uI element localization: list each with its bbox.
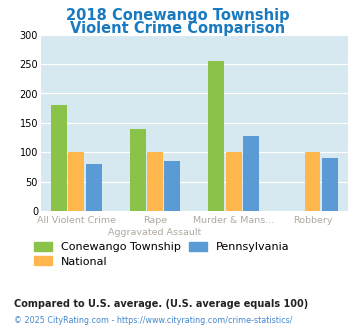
Bar: [51, 105, 67, 211]
Bar: [86, 164, 102, 211]
Bar: [305, 152, 321, 211]
Legend: Conewango Township, National, Pennsylvania: Conewango Township, National, Pennsylvan…: [34, 242, 290, 267]
Text: © 2025 CityRating.com - https://www.cityrating.com/crime-statistics/: © 2025 CityRating.com - https://www.city…: [14, 316, 293, 325]
Text: 2018 Conewango Township: 2018 Conewango Township: [66, 8, 289, 23]
Text: Robbery: Robbery: [293, 216, 332, 225]
Bar: [226, 152, 242, 211]
Text: Murder & Mans...: Murder & Mans...: [193, 216, 274, 225]
Bar: [130, 129, 146, 211]
Bar: [147, 152, 163, 211]
Bar: [164, 161, 180, 211]
Text: Rape: Rape: [143, 216, 167, 225]
Bar: [243, 137, 259, 211]
Text: Compared to U.S. average. (U.S. average equals 100): Compared to U.S. average. (U.S. average …: [14, 299, 308, 309]
Text: Aggravated Assault: Aggravated Assault: [108, 228, 202, 237]
Text: Violent Crime Comparison: Violent Crime Comparison: [70, 21, 285, 36]
Bar: [322, 158, 338, 211]
Bar: [208, 61, 224, 211]
Text: All Violent Crime: All Violent Crime: [37, 216, 116, 225]
Bar: [68, 152, 84, 211]
